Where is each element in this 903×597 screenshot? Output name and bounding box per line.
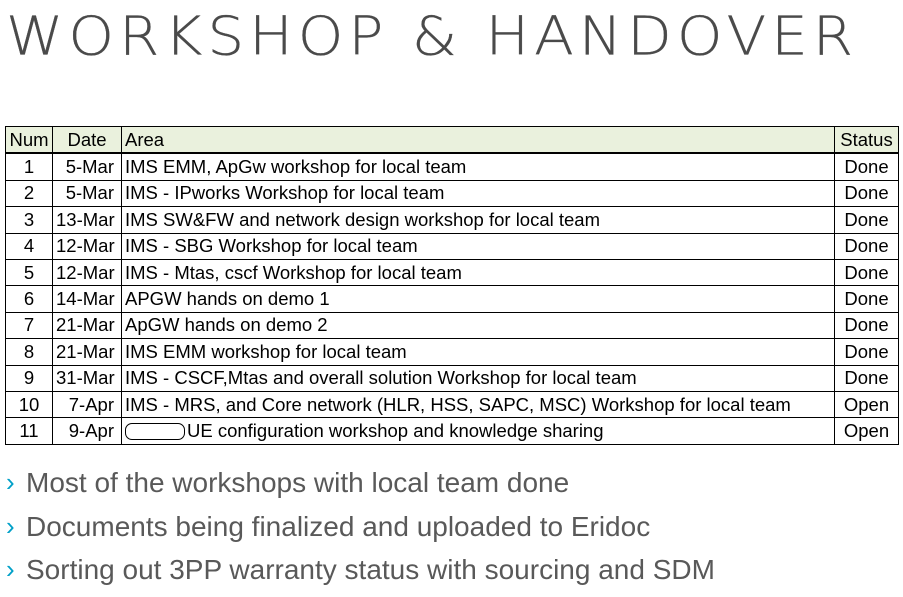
table-row: 10 7-Apr IMS - MRS, and Core network (HL… [5,390,899,419]
cell-area: UE configuration workshop and knowledge … [121,417,835,445]
workshop-table: Num Date Area Status 1 5-Mar IMS EMM, Ap… [5,126,899,445]
cell-area: IMS - SBG Workshop for local team [121,232,835,260]
bullet-item: › Sorting out 3PP warranty status with so… [6,550,715,594]
bullet-text: Most of the workshops with local team do… [26,467,570,498]
cell-status: Done [834,152,899,181]
cell-date: 7-Apr [52,390,122,419]
cell-num: 7 [5,311,53,340]
chevron-right-icon: › [6,467,15,497]
cell-num: 4 [5,232,53,260]
redacted-box [125,422,185,440]
bullet-item: › Most of the workshops with local team d… [6,463,715,507]
cell-area: IMS EMM, ApGw workshop for local team [121,152,835,181]
cell-area-text: UE configuration workshop and knowledge … [187,419,604,441]
table-row: 1 5-Mar IMS EMM, ApGw workshop for local… [5,152,899,181]
cell-status: Done [834,364,899,392]
table-row: 5 12-Mar IMS - Mtas, cscf Workshop for l… [5,258,899,287]
header-area: Area [121,126,835,154]
cell-area: APGW hands on demo 1 [121,285,835,313]
cell-date: 13-Mar [52,206,122,234]
bullet-list: › Most of the workshops with local team d… [6,463,715,594]
bullet-text: Documents being finalized and uploaded t… [26,510,651,542]
cell-num: 1 [5,152,53,181]
cell-status: Open [834,417,899,445]
cell-area: IMS - CSCF,Mtas and overall solution Wor… [121,364,835,392]
cell-area: ApGW hands on demo 2 [121,311,835,340]
cell-status: Done [834,206,899,234]
chevron-right-icon: › [6,510,15,541]
cell-num: 11 [5,417,53,445]
cell-status: Done [834,232,899,260]
table-row: 9 31-Mar IMS - CSCF,Mtas and overall sol… [5,364,899,392]
cell-status: Done [834,311,899,340]
bullet-text: Sorting out 3PP warranty status with sou… [26,554,715,585]
cell-date: 12-Mar [52,232,122,260]
cell-date: 14-Mar [52,285,122,313]
cell-date: 5-Mar [52,179,122,208]
header-num: Num [5,126,53,154]
cell-num: 5 [5,258,53,287]
table-row: 2 5-Mar IMS - IPworks Workshop for local… [5,179,899,208]
table-row: 11 9-Apr UE configuration workshop and k… [5,417,899,445]
cell-num: 8 [5,338,53,366]
cell-area: IMS - Mtas, cscf Workshop for local team [121,258,835,287]
cell-area: IMS - MRS, and Core network (HLR, HSS, S… [121,390,835,419]
table-row: 3 13-Mar IMS SW&FW and network design wo… [5,206,899,234]
cell-date: 9-Apr [52,417,122,445]
table-row: 4 12-Mar IMS - SBG Workshop for local te… [5,232,899,260]
cell-num: 6 [5,285,53,313]
page-title: WORKSHOP & HANDOVER [6,4,859,68]
cell-num: 3 [5,206,53,234]
cell-status: Done [834,258,899,287]
cell-status: Open [834,390,899,419]
table-header: Num Date Area Status [5,126,899,154]
cell-status: Done [834,338,899,366]
cell-date: 21-Mar [52,338,122,366]
table-row: 7 21-Mar ApGW hands on demo 2 Done [5,311,899,340]
cell-area: IMS - IPworks Workshop for local team [121,179,835,208]
table-body: 1 5-Mar IMS EMM, ApGw workshop for local… [5,152,899,445]
chevron-right-icon: › [6,554,15,584]
cell-status: Done [834,179,899,208]
cell-area: IMS EMM workshop for local team [121,338,835,366]
cell-num: 2 [5,179,53,208]
table-row: 8 21-Mar IMS EMM workshop for local team… [5,338,899,366]
cell-num: 9 [5,364,53,392]
header-date: Date [52,126,122,154]
cell-date: 12-Mar [52,258,122,287]
cell-status: Done [834,285,899,313]
bullet-item: › Documents being finalized and uploaded … [6,507,715,551]
cell-date: 31-Mar [52,364,122,392]
header-row: Num Date Area Status [5,126,899,154]
cell-area: IMS SW&FW and network design workshop fo… [121,206,835,234]
header-status: Status [834,126,899,154]
table-row: 6 14-Mar APGW hands on demo 1 Done [5,285,899,313]
cell-num: 10 [5,390,53,419]
cell-date: 5-Mar [52,152,122,181]
cell-date: 21-Mar [52,311,122,340]
